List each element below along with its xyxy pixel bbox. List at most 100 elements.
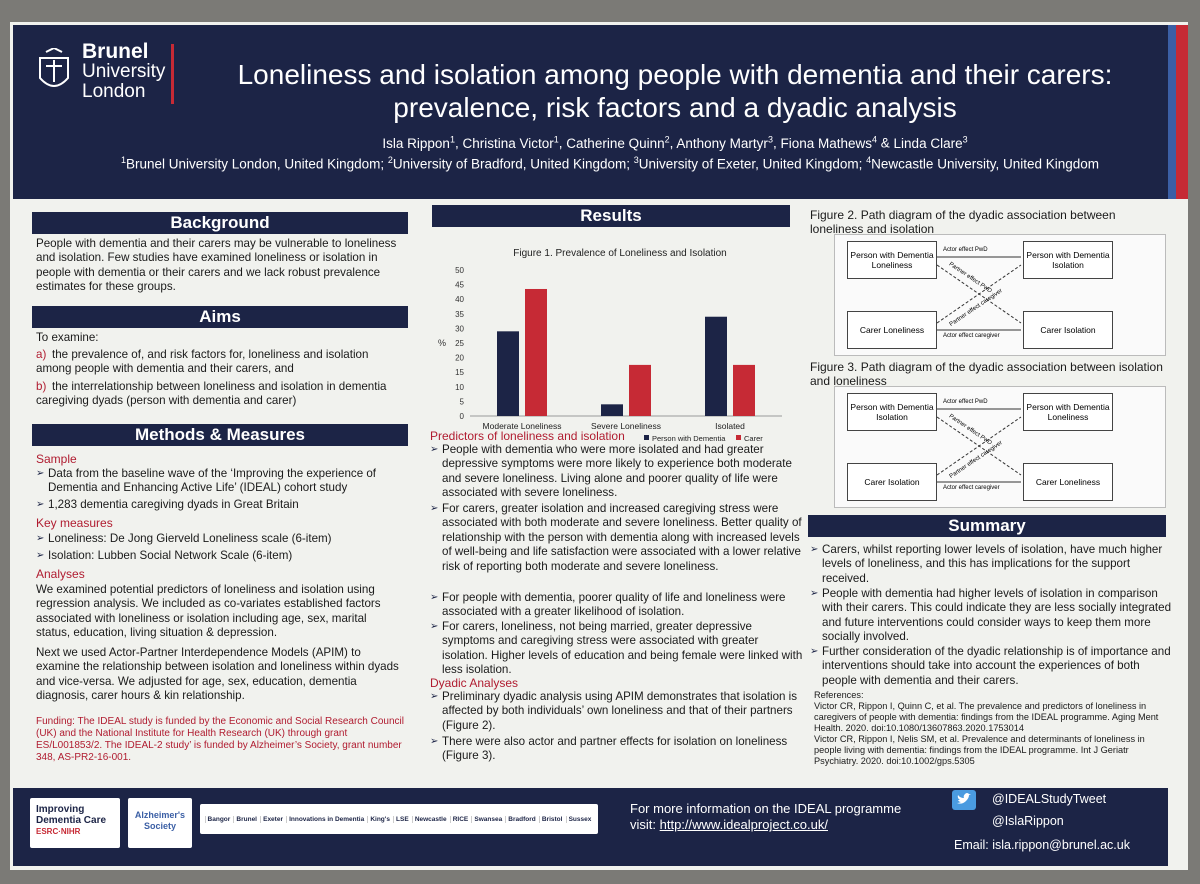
figure-3-caption: Figure 3. Path diagram of the dyadic ass… bbox=[810, 360, 1163, 389]
sample-item: 1,283 dementia caregiving dyads in Great… bbox=[36, 498, 406, 513]
y-tick-label: 25 bbox=[455, 339, 464, 348]
y-tick-label: 15 bbox=[455, 368, 464, 377]
author: Anthony Martyr3 bbox=[676, 134, 773, 151]
figure-3-diagram: Person with Dementia Isolation Person wi… bbox=[834, 386, 1166, 508]
y-tick-label: 30 bbox=[455, 324, 464, 333]
dyadic-heading: Dyadic Analyses bbox=[430, 676, 519, 690]
carer-isolation-box: Carer Isolation bbox=[847, 463, 937, 501]
brunel-logo: Brunel University London bbox=[34, 41, 184, 112]
author: Linda Clare3 bbox=[893, 134, 968, 151]
title-line-2: prevalence, risk factors and a dyadic an… bbox=[393, 92, 957, 123]
predictors-item: For people with dementia, poorer quality… bbox=[430, 591, 804, 620]
legend-swatch bbox=[736, 435, 741, 440]
author: Fiona Mathews4 bbox=[780, 134, 878, 151]
logo-divider bbox=[171, 44, 174, 104]
legend-swatch bbox=[644, 435, 649, 440]
crest-icon bbox=[39, 48, 69, 87]
affiliation: University of Bradford, United Kingdom; bbox=[392, 156, 634, 172]
title-line-1: Loneliness and isolation among people wi… bbox=[237, 59, 1113, 90]
partner-logo: King's bbox=[367, 815, 392, 823]
y-tick-label: 0 bbox=[460, 412, 465, 421]
bar-carer bbox=[629, 364, 651, 416]
measures-item: Loneliness: De Jong Gierveld Loneliness … bbox=[36, 532, 406, 547]
partner-logo: Newcastle bbox=[411, 815, 449, 823]
aims-intro: To examine: bbox=[36, 331, 99, 344]
partner-logos-strip: Bangor Brunel Exeter Innovations in Dementi… bbox=[200, 804, 598, 834]
twitter-handle[interactable]: @IDEALStudyTweet bbox=[992, 792, 1107, 806]
bar-carer bbox=[733, 364, 755, 416]
figure-2-diagram: Person with Dementia Loneliness Person w… bbox=[834, 234, 1166, 356]
aims-item-label: b) bbox=[36, 380, 47, 393]
bar-carer bbox=[525, 288, 547, 416]
dyadic-item: There were also actor and partner effect… bbox=[430, 735, 804, 764]
author-list: Isla Rippon1, Christina Victor1, Catheri… bbox=[382, 134, 968, 151]
pwd-isolation-box: Person with Dementia Isolation bbox=[847, 393, 937, 431]
bar-person-with-dementia bbox=[601, 404, 623, 416]
red-stripe bbox=[1176, 25, 1188, 199]
author-affiliation-number: 3 bbox=[767, 134, 773, 144]
actor-label: Actor effect caregiver bbox=[943, 333, 1000, 339]
author-affiliation-number: 1 bbox=[449, 134, 455, 144]
logo1-line: ESRC·NIHR bbox=[36, 827, 81, 836]
improving-dementia-care-logo: Improving Dementia Care ESRC·NIHR bbox=[30, 798, 120, 848]
aims-item-text: the prevalence of, and risk factors for,… bbox=[36, 348, 369, 376]
alzheimers-society-logo: Alzheimer's Society bbox=[128, 798, 192, 848]
author-affiliation-number: 4 bbox=[872, 134, 878, 144]
y-tick-label: 40 bbox=[455, 295, 464, 304]
affiliation-number: 1 bbox=[120, 155, 126, 165]
predictors-item: People with dementia who were more isola… bbox=[430, 443, 804, 501]
affiliation-number: 2 bbox=[387, 155, 393, 165]
prevalence-bar-chart: Figure 1. Prevalence of Loneliness and I… bbox=[438, 248, 782, 443]
author-affiliation-number: 3 bbox=[962, 134, 968, 144]
sample-item: Data from the baseline wave of the ‘Impr… bbox=[36, 467, 406, 496]
partner-logo: Bradford bbox=[505, 815, 537, 823]
background-heading: Background bbox=[32, 212, 408, 234]
pwd-loneliness-box: Person with Dementia Loneliness bbox=[1023, 393, 1113, 431]
info-line: For more information on the IDEAL progra… bbox=[630, 801, 902, 816]
author: Catherine Quinn2 bbox=[566, 134, 670, 151]
dyadic-item: Preliminary dyadic analysis using APIM d… bbox=[430, 690, 804, 733]
figure-2-arrows bbox=[936, 256, 1022, 331]
partner-logo: Innovations in Dementia bbox=[286, 815, 366, 823]
visit-label: visit: bbox=[630, 817, 656, 832]
partner-logo: Swansea bbox=[471, 815, 504, 823]
website-link[interactable]: http://www.idealproject.co.uk/ bbox=[659, 817, 828, 832]
actor-label: Actor effect PwD bbox=[943, 399, 988, 405]
aims-item-text: the interrelationship between loneliness… bbox=[36, 380, 387, 408]
partner-logo: RICE bbox=[449, 815, 471, 823]
legend-label: Carer bbox=[744, 434, 763, 443]
partner-logo: Bangor bbox=[204, 815, 233, 823]
partner-logo: Exeter bbox=[260, 815, 285, 823]
reference-item: Victor CR, Rippon I, Quinn C, et al. The… bbox=[814, 701, 1159, 733]
summary-item: People with dementia had higher levels o… bbox=[810, 587, 1172, 645]
x-tick-label: Isolated bbox=[715, 421, 745, 431]
pwd-isolation-box: Person with Dementia Isolation bbox=[1023, 241, 1113, 279]
y-axis-label: % bbox=[438, 338, 446, 348]
y-tick-label: 5 bbox=[460, 397, 465, 406]
contact-email[interactable]: Email: isla.rippon@brunel.ac.uk bbox=[954, 838, 1130, 852]
poster-header bbox=[13, 25, 1168, 199]
predictors-item: For carers, loneliness, not being marrie… bbox=[430, 620, 804, 678]
affiliation-number: 4 bbox=[866, 155, 872, 165]
y-tick-label: 50 bbox=[455, 266, 464, 275]
twitter-handle[interactable]: @IslaRippon bbox=[992, 814, 1064, 828]
methods-heading: Methods & Measures bbox=[32, 424, 408, 446]
partner-arrow bbox=[936, 416, 1022, 476]
x-tick-label: Severe Loneliness bbox=[591, 421, 661, 431]
carer-isolation-box: Carer Isolation bbox=[1023, 311, 1113, 349]
x-tick-label: Moderate Loneliness bbox=[483, 421, 562, 431]
background-text: People with dementia and their carers ma… bbox=[36, 237, 397, 294]
summary-item: Carers, whilst reporting lower levels of… bbox=[810, 543, 1172, 586]
author: Isla Rippon1 bbox=[382, 134, 455, 151]
funding-statement: Funding: The IDEAL study is funded by th… bbox=[36, 716, 404, 763]
aims-heading: Aims bbox=[32, 306, 408, 328]
measures-item: Isolation: Lubben Social Network Scale (… bbox=[36, 549, 406, 564]
y-tick-label: 45 bbox=[455, 281, 464, 290]
figure-2-caption: Figure 2. Path diagram of the dyadic ass… bbox=[810, 208, 1116, 237]
predictors-item: For carers, greater isolation and increa… bbox=[430, 502, 804, 574]
affiliation: Newcastle University, United Kingdom bbox=[871, 156, 1100, 172]
reference-item: Victor CR, Rippon I, Nelis SM, et al. Pr… bbox=[814, 734, 1145, 766]
results-heading: Results bbox=[432, 205, 790, 227]
aims-item-label: a) bbox=[36, 348, 47, 361]
affiliation: University of Exeter, United Kingdom; bbox=[638, 156, 867, 172]
